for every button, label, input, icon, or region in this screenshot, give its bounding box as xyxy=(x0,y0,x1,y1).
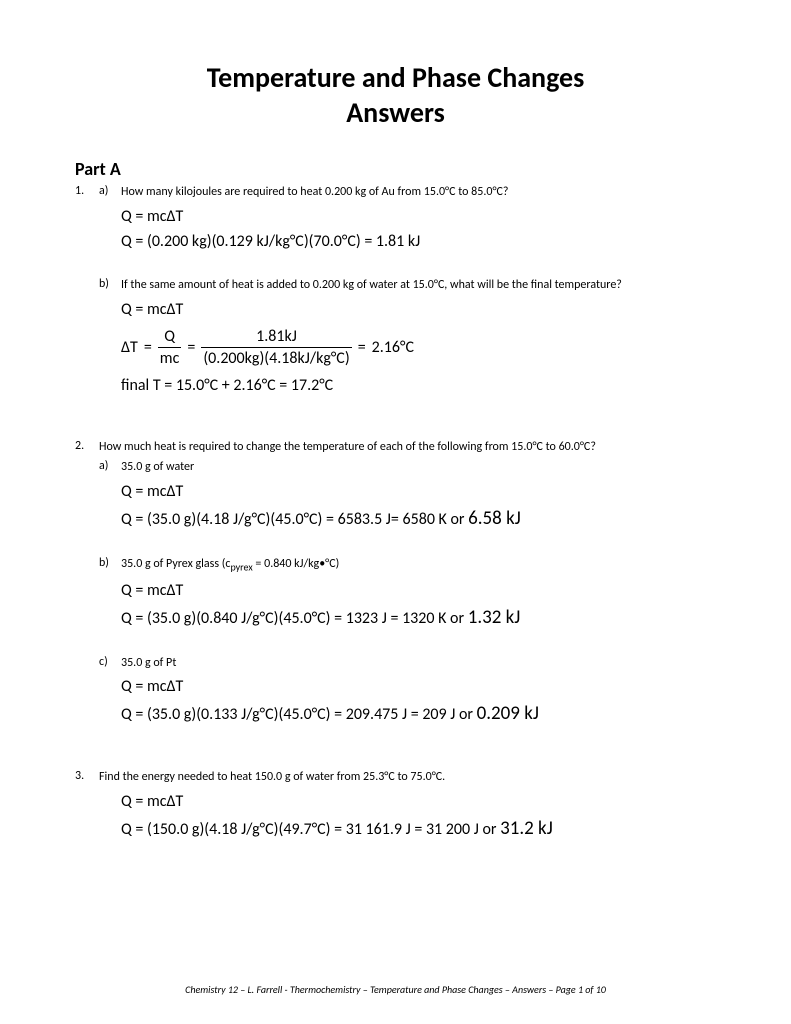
title-line-2: Answers xyxy=(75,95,716,130)
q1b-final: final T = 15.0°C + 2.16°C = 17.2°C xyxy=(121,376,716,395)
q1a-formula1: Q = mcΔT xyxy=(121,207,716,226)
q2b-formula2-pre: Q = (35.0 g)(0.840 J/g°C)(45.0°C) = 1323… xyxy=(121,609,468,628)
q2b-formula1: Q = mcΔT xyxy=(121,581,716,600)
q1b-text: If the same amount of heat is added to 0… xyxy=(121,277,716,294)
q2c-formula2-pre: Q = (35.0 g)(0.133 J/g°C)(45.0°C) = 209.… xyxy=(121,705,477,724)
q1b-eq2: = xyxy=(187,338,195,357)
q2a-work: Q = mcΔT Q = (35.0 g)(4.18 J/g°C)(45.0°C… xyxy=(121,482,716,530)
question-2-row: 2. How much heat is required to change t… xyxy=(75,439,716,456)
q3-number: 3. xyxy=(75,769,99,783)
q2a-formula1: Q = mcΔT xyxy=(121,482,716,501)
question-2b-row: b) 35.0 g of Pyrex glass (cpyrex = 0.840… xyxy=(99,556,716,574)
q2b-work: Q = mcΔT Q = (35.0 g)(0.840 J/g°C)(45.0°… xyxy=(121,581,716,629)
q1b-frac1-den: mc xyxy=(158,347,182,368)
q2b-text-post: = 0.840 kJ/kg•°C) xyxy=(253,557,340,571)
q3-formula1: Q = mcΔT xyxy=(121,792,716,811)
q3-text: Find the energy needed to heat 150.0 g o… xyxy=(99,769,716,786)
q1a-letter: a) xyxy=(99,184,121,198)
q1b-frac1: Q mc xyxy=(158,327,182,368)
q2b-formula2: Q = (35.0 g)(0.840 J/g°C)(45.0°C) = 1323… xyxy=(121,606,716,629)
title-line-1: Temperature and Phase Changes xyxy=(75,60,716,95)
q2c-letter: c) xyxy=(99,655,121,669)
question-2a-row: a) 35.0 g of water xyxy=(99,459,716,476)
question-1a-row: 1. a) How many kilojoules are required t… xyxy=(75,184,716,201)
q2b-text: 35.0 g of Pyrex glass (cpyrex = 0.840 kJ… xyxy=(121,556,716,574)
q1b-fraction-line: ΔT = Q mc = 1.81kJ (0.200kg)(4.18kJ/kg°C… xyxy=(121,327,716,368)
page-title: Temperature and Phase Changes Answers xyxy=(75,60,716,130)
q1b-formula1: Q = mcΔT xyxy=(121,300,716,319)
q1b-frac2: 1.81kJ (0.200kg)(4.18kJ/kg°C) xyxy=(201,327,351,368)
q1-number: 1. xyxy=(75,184,99,198)
q1b-work: Q = mcΔT ΔT = Q mc = 1.81kJ (0.200kg)(4.… xyxy=(121,300,716,395)
q1a-text: How many kilojoules are required to heat… xyxy=(121,184,716,201)
q2a-text: 35.0 g of water xyxy=(121,459,716,476)
question-3-row: 3. Find the energy needed to heat 150.0 … xyxy=(75,769,716,786)
q2-number: 2. xyxy=(75,439,99,453)
q2c-answer: 0.209 kJ xyxy=(477,702,539,725)
q2b-text-sub: pyrex xyxy=(230,561,252,574)
page-footer: Chemistry 12 – L. Farrell - Thermochemis… xyxy=(0,983,791,996)
q3-formula2-pre: Q = (150.0 g)(4.18 J/g°C)(49.7°C) = 31 1… xyxy=(121,820,500,839)
q2a-formula2: Q = (35.0 g)(4.18 J/g°C)(45.0°C) = 6583.… xyxy=(121,507,716,530)
q1b-letter: b) xyxy=(99,277,121,291)
q2-text: How much heat is required to change the … xyxy=(99,439,716,456)
q1a-formula2: Q = (0.200 kg)(0.129 kJ/kg°C)(70.0°C) = … xyxy=(121,232,716,251)
q2a-answer: 6.58 kJ xyxy=(468,507,521,530)
q2b-text-pre: 35.0 g of Pyrex glass (c xyxy=(121,557,230,571)
q2b-answer: 1.32 kJ xyxy=(468,606,521,629)
q2a-letter: a) xyxy=(99,459,121,473)
q2c-formula2: Q = (35.0 g)(0.133 J/g°C)(45.0°C) = 209.… xyxy=(121,702,716,725)
q2c-text: 35.0 g of Pt xyxy=(121,655,716,672)
part-a-heading: Part A xyxy=(75,158,716,180)
q2c-work: Q = mcΔT Q = (35.0 g)(0.133 J/g°C)(45.0°… xyxy=(121,677,716,725)
q2b-letter: b) xyxy=(99,556,121,570)
q1b-frac2-num: 1.81kJ xyxy=(254,327,299,347)
q1b-frac1-num: Q xyxy=(162,327,177,347)
question-2c-row: c) 35.0 g of Pt xyxy=(99,655,716,672)
q3-formula2: Q = (150.0 g)(4.18 J/g°C)(49.7°C) = 31 1… xyxy=(121,817,716,840)
q2a-formula2-pre: Q = (35.0 g)(4.18 J/g°C)(45.0°C) = 6583.… xyxy=(121,510,468,529)
q1a-work: Q = mcΔT Q = (0.200 kg)(0.129 kJ/kg°C)(7… xyxy=(121,207,716,251)
q3-answer: 31.2 kJ xyxy=(500,817,553,840)
question-1b-row: b) If the same amount of heat is added t… xyxy=(75,277,716,294)
q1b-frac2-den: (0.200kg)(4.18kJ/kg°C) xyxy=(201,347,351,368)
q2c-formula1: Q = mcΔT xyxy=(121,677,716,696)
q1b-eq3: = xyxy=(358,338,366,357)
q1b-dt: ΔT xyxy=(121,338,138,357)
q3-work: Q = mcΔT Q = (150.0 g)(4.18 J/g°C)(49.7°… xyxy=(121,792,716,840)
q1b-result: 2.16°C xyxy=(372,338,414,357)
q1b-eq1: = xyxy=(144,338,152,357)
